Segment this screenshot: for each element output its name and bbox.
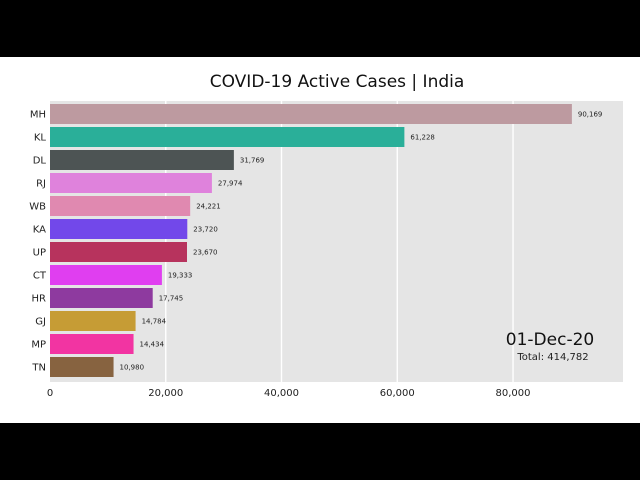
category-label: KL <box>34 133 47 144</box>
x-tick-label: 0 <box>47 388 53 399</box>
category-label: DL <box>33 156 47 167</box>
x-tick-label: 20,000 <box>148 388 183 399</box>
bar-rj <box>50 173 212 193</box>
bars: MH 90,169 KL 61,228 DL 31,769 RJ 27,974 WB 24,221… <box>29 104 602 377</box>
total-label: Total: 414,782 <box>516 352 588 363</box>
video-frame: COVID-19 Active Cases | India MH 90,169 KL… <box>0 57 640 423</box>
value-label: 23,670 <box>193 249 218 257</box>
category-label: KA <box>33 225 46 236</box>
plot-area <box>50 101 623 382</box>
x-tick-label: 40,000 <box>264 388 299 399</box>
bar-ka <box>50 219 188 239</box>
bar-mp <box>50 334 134 354</box>
bar-up <box>50 242 187 262</box>
category-label: GJ <box>35 317 46 328</box>
bar-dl <box>50 150 234 170</box>
value-label: 23,720 <box>193 226 218 234</box>
value-label: 24,221 <box>196 203 221 211</box>
category-label: WB <box>29 202 46 213</box>
bar-mh <box>50 104 572 124</box>
value-label: 14,434 <box>140 341 165 349</box>
category-label: MH <box>30 110 46 121</box>
x-tick-label: 80,000 <box>496 388 531 399</box>
value-label: 31,769 <box>240 157 265 165</box>
bar-hr <box>50 288 153 308</box>
value-label: 14,784 <box>142 318 167 326</box>
chart-title: COVID-19 Active Cases | India <box>210 72 465 92</box>
value-label: 90,169 <box>578 111 603 119</box>
bar-kl <box>50 127 405 147</box>
value-label: 19,333 <box>168 272 193 280</box>
bar-tn <box>50 357 114 377</box>
bar-chart: COVID-19 Active Cases | India MH 90,169 KL… <box>29 72 623 399</box>
category-label: UP <box>33 248 46 259</box>
category-label: TN <box>31 363 46 374</box>
category-label: MP <box>31 340 46 351</box>
bar-gj <box>50 311 136 331</box>
category-label: HR <box>32 294 47 305</box>
value-label: 17,745 <box>159 295 184 303</box>
x-axis-ticks: 0 20,000 40,000 60,000 80,000 <box>47 388 531 399</box>
date-label: 01-Dec-20 <box>506 330 594 350</box>
bar-ct <box>50 265 162 285</box>
category-label: RJ <box>36 179 46 190</box>
bar-wb <box>50 196 191 216</box>
value-label: 10,980 <box>120 364 144 372</box>
grid-lines <box>165 101 514 382</box>
x-tick-label: 60,000 <box>380 388 415 399</box>
value-label: 61,228 <box>410 134 435 142</box>
category-label: CT <box>33 271 47 282</box>
value-label: 27,974 <box>218 180 243 188</box>
